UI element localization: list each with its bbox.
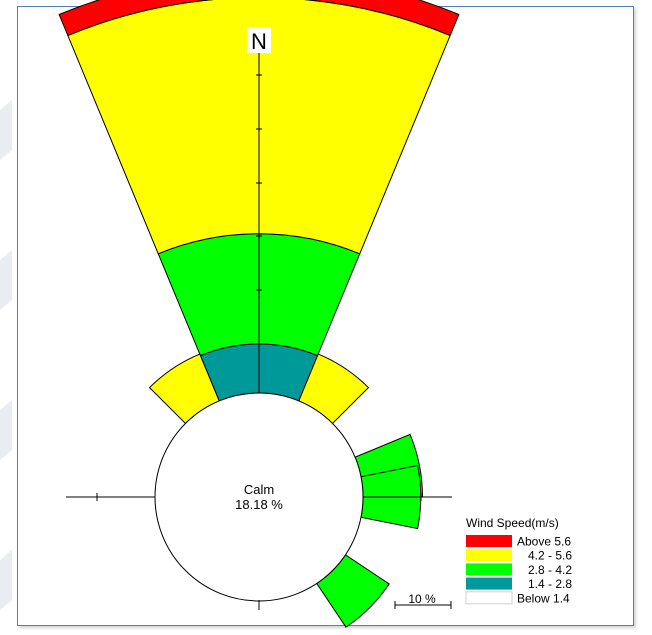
calm-label: Calm xyxy=(244,482,274,497)
legend-swatch-2 xyxy=(466,563,512,576)
north-label-bg xyxy=(247,27,271,53)
legend-label-3: 1.4 - 2.8 xyxy=(528,577,572,591)
sector-N-bin-3 xyxy=(58,0,460,37)
legend-swatch-4 xyxy=(465,591,513,605)
legend-swatch-0 xyxy=(466,535,512,547)
legend-swatch-1 xyxy=(466,549,512,562)
scale-label: 10 % xyxy=(408,592,436,606)
calm-value: 18.18 % xyxy=(235,497,283,512)
legend-swatch-3 xyxy=(466,577,512,590)
north-label: N xyxy=(251,29,267,54)
legend-label-2: 2.8 - 4.2 xyxy=(528,563,572,577)
legend-label-1: 4.2 - 5.6 xyxy=(528,549,572,563)
legend-title: Wind Speed(m/s) xyxy=(466,516,559,530)
legend-label-0: Above 5.6 xyxy=(517,535,571,549)
legend-label-4: Below 1.4 xyxy=(517,591,570,605)
